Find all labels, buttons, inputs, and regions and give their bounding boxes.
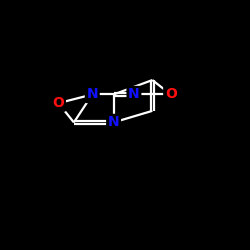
Text: N: N (86, 88, 98, 102)
Text: O: O (165, 88, 177, 102)
Text: N: N (128, 88, 140, 102)
Text: N: N (108, 116, 120, 130)
Text: O: O (52, 96, 64, 110)
